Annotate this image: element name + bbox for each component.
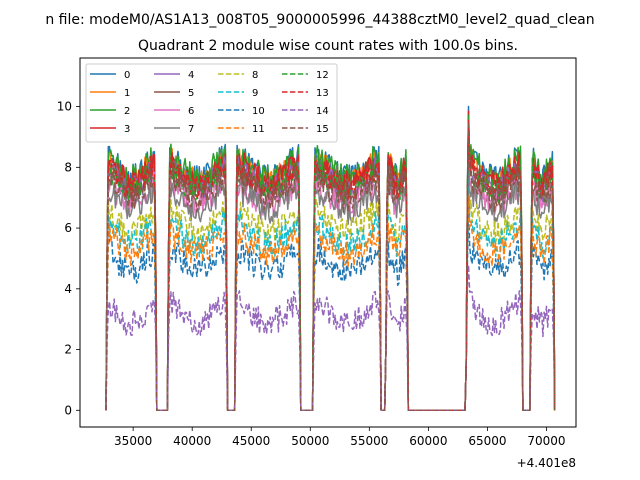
y-tick-label: 8	[64, 160, 72, 174]
series-line-11	[105, 195, 556, 412]
x-offset-label: +4.401e8	[517, 456, 576, 470]
x-tick-label: 65000	[468, 434, 506, 448]
legend-label-14: 14	[316, 106, 329, 117]
series-layer	[105, 105, 556, 412]
x-axis: 35000 40000 45000 50000 55000 60000 65000 70000	[114, 427, 566, 448]
series-line-9	[105, 168, 556, 412]
series-line-3	[105, 110, 556, 412]
legend-label-11: 11	[252, 124, 265, 135]
legend-label-10: 10	[252, 106, 265, 117]
chart-title: Quadrant 2 module wise count rates with …	[138, 38, 518, 54]
suptitle: n file: modeM0/AS1A13_008T05_9000005996_…	[45, 12, 594, 28]
x-tick-label: 35000	[114, 434, 152, 448]
x-tick-label: 40000	[173, 434, 211, 448]
legend-label-8: 8	[252, 70, 258, 81]
series-line-15	[105, 120, 556, 412]
x-tick-label: 45000	[232, 434, 270, 448]
series-line-13	[105, 118, 556, 412]
y-tick-label: 6	[64, 221, 72, 235]
legend-label-5: 5	[188, 88, 194, 99]
legend-label-2: 2	[124, 106, 130, 117]
x-tick-label: 60000	[409, 434, 447, 448]
legend-label-0: 0	[124, 70, 130, 81]
legend-label-12: 12	[316, 70, 329, 81]
legend-label-4: 4	[188, 70, 194, 81]
legend-label-6: 6	[188, 106, 194, 117]
legend-label-1: 1	[124, 88, 130, 99]
y-tick-label: 0	[64, 403, 72, 417]
y-tick-label: 2	[64, 343, 72, 357]
y-axis: 0 2 4 6 8 10	[57, 100, 80, 417]
x-tick-label: 50000	[291, 434, 329, 448]
legend-label-13: 13	[316, 88, 329, 99]
legend-label-15: 15	[316, 124, 329, 135]
y-tick-label: 10	[57, 100, 72, 114]
x-tick-label: 55000	[350, 434, 388, 448]
series-line-14	[105, 264, 556, 412]
legend-box	[85, 63, 338, 143]
y-tick-label: 4	[64, 282, 72, 296]
legend-label-9: 9	[252, 88, 258, 99]
x-tick-label: 70000	[527, 434, 565, 448]
series-line-10	[105, 205, 556, 412]
legend-label-7: 7	[188, 124, 194, 135]
plot-frame	[79, 57, 577, 428]
legend-label-3: 3	[124, 124, 130, 135]
